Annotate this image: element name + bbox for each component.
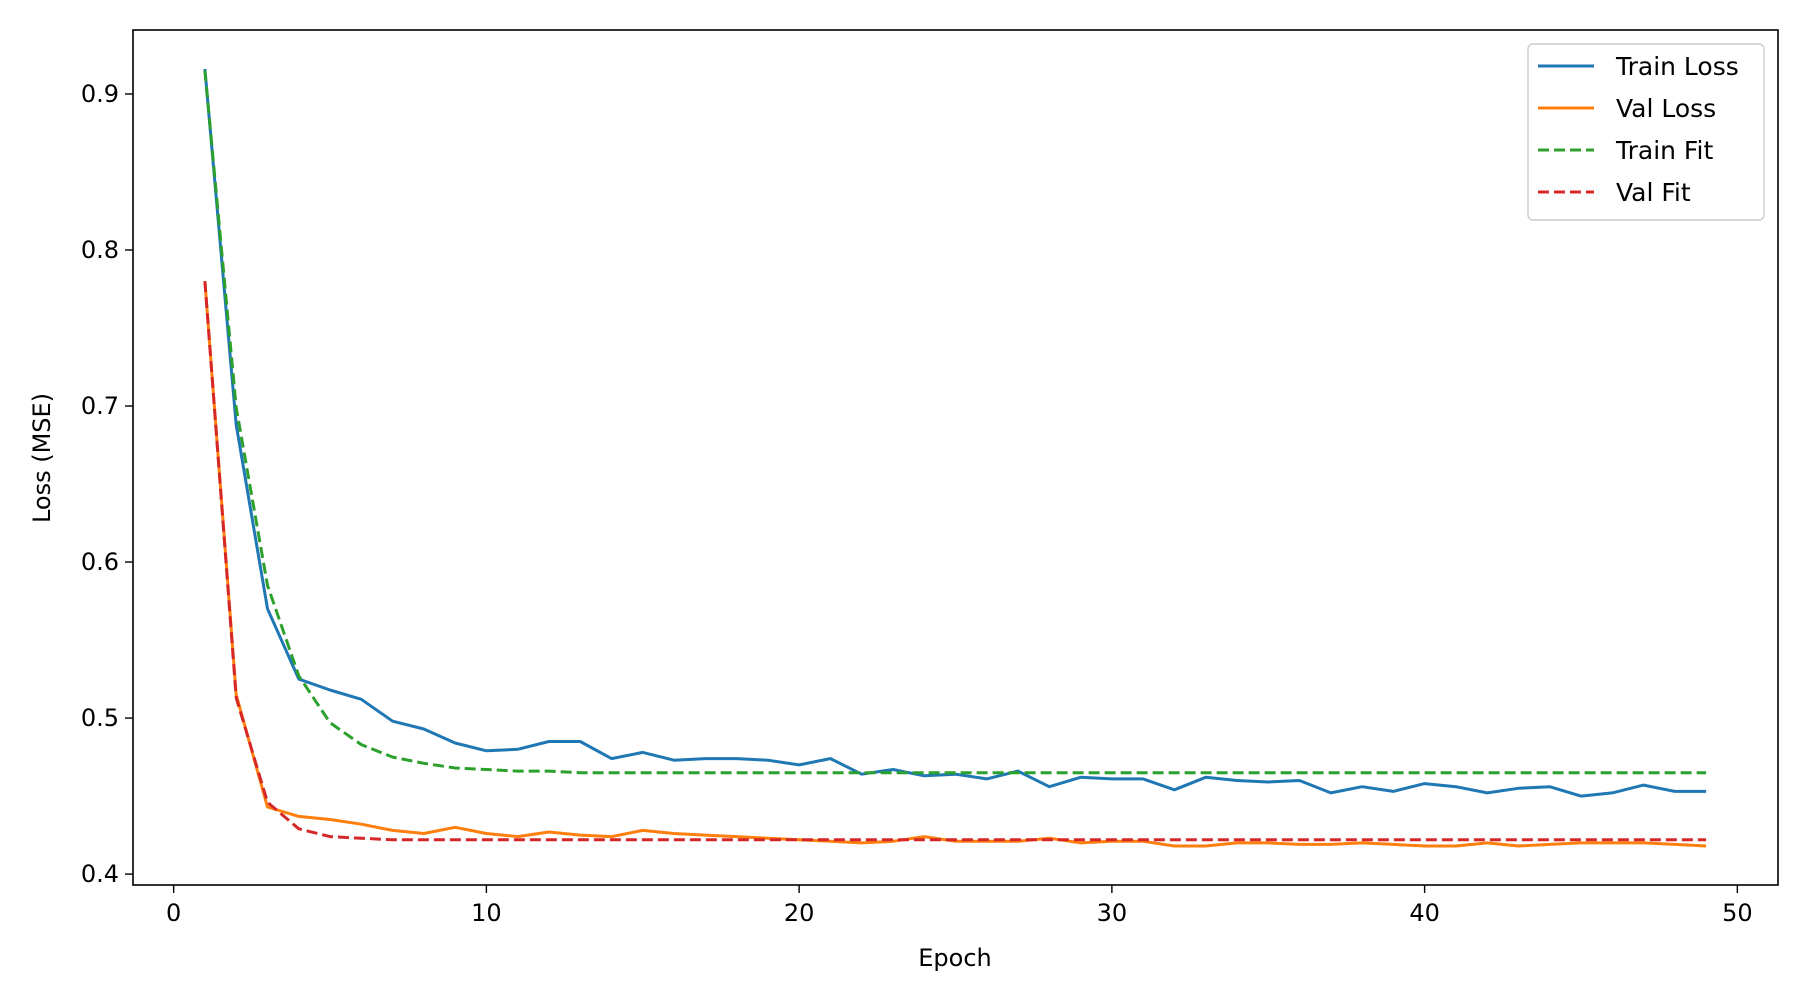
x-tick-label: 30 [1097,899,1128,927]
series-line-train-fit [203,70,1707,775]
x-tick-label: 40 [1409,899,1440,927]
legend-box [1527,43,1765,221]
x-axis-ticks: 0 10 20 30 40 50 [166,885,1753,927]
y-tick-label: 0.5 [81,704,119,732]
y-tick-label: 0.8 [81,236,119,264]
y-axis-ticks: 0.4 0.5 0.6 0.7 0.8 0.9 [81,80,133,888]
x-axis-label: Epoch [918,944,992,972]
legend-label: Val Fit [1616,178,1691,207]
plot-lines [203,68,1707,848]
y-tick-label: 0.9 [81,80,119,108]
x-tick-label: 0 [166,899,181,927]
x-tick-label: 10 [471,899,502,927]
y-tick-label: 0.7 [81,392,119,420]
legend: Train Loss Val Loss Train Fit Val Fit [1527,43,1765,221]
series-line-val-fit [203,281,1707,842]
x-tick-label: 20 [784,899,815,927]
legend-label: Train Fit [1615,136,1713,165]
x-tick-label: 50 [1722,899,1753,927]
y-axis-label: Loss (MSE) [28,393,56,523]
legend-label: Val Loss [1616,94,1716,123]
y-tick-label: 0.6 [81,548,119,576]
y-tick-label: 0.4 [81,860,119,888]
plot-frame [132,29,1779,886]
legend-label: Train Loss [1615,52,1739,81]
